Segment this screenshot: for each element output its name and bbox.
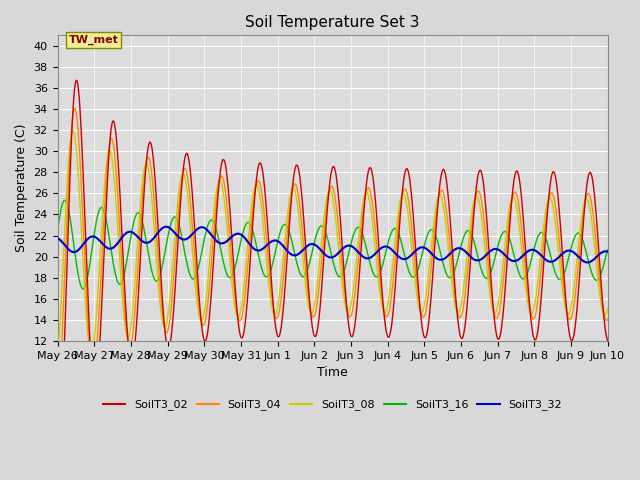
X-axis label: Time: Time [317, 366, 348, 379]
Text: TW_met: TW_met [68, 35, 118, 45]
Legend: SoilT3_02, SoilT3_04, SoilT3_08, SoilT3_16, SoilT3_32: SoilT3_02, SoilT3_04, SoilT3_08, SoilT3_… [99, 395, 566, 415]
Title: Soil Temperature Set 3: Soil Temperature Set 3 [245, 15, 420, 30]
Y-axis label: Soil Temperature (C): Soil Temperature (C) [15, 124, 28, 252]
